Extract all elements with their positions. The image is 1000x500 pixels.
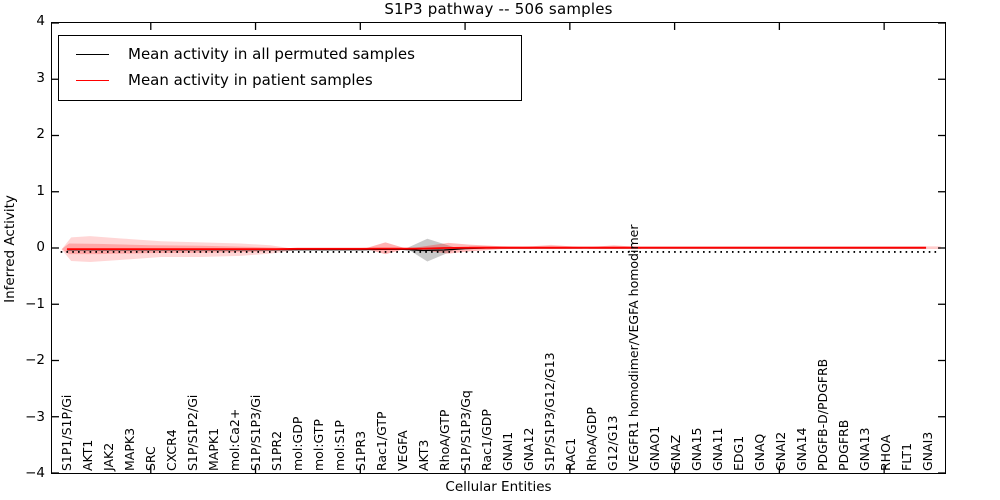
legend: Mean activity in all permuted samples Me… (58, 35, 522, 101)
x-tick-label: AKT1 (79, 439, 95, 471)
y-tick-label: −3 (25, 408, 45, 425)
x-tick-label: S1P1/S1P/Gi (58, 394, 74, 471)
legend-line-red-icon (76, 79, 109, 81)
x-tick-label: GNAZ (667, 434, 683, 471)
x-tick-label: GNAI3 (919, 431, 935, 471)
x-tick-label: S1PR2 (268, 430, 284, 471)
x-tick-label: FLT1 (898, 442, 914, 471)
x-tick-label: VEGFA (394, 430, 410, 471)
x-tick-label: MAPK1 (205, 427, 221, 471)
x-tick-label: RHOA (877, 434, 893, 471)
x-tick-label: Rac1/GTP (373, 411, 389, 471)
x-axis-label: Cellular Entities (445, 479, 552, 495)
x-tick-label: GNAO1 (646, 425, 662, 471)
x-tick-label: S1P/S1P3/Gi (247, 394, 263, 471)
x-tick-label: G12/G13 (604, 415, 620, 471)
x-tick-label: GNAQ (751, 433, 767, 471)
legend-line-black-icon (76, 53, 109, 55)
y-tick-label: 0 (36, 239, 45, 255)
x-tick-label: GNA15 (688, 427, 704, 472)
legend-label-patient: Mean activity in patient samples (128, 71, 373, 89)
legend-item-patient: Mean activity in patient samples (59, 67, 521, 93)
y-tick-label: 2 (36, 126, 45, 142)
x-tick-label: mol:GTP (310, 419, 326, 471)
plot-svg (52, 23, 945, 473)
x-tick-label: JAK2 (100, 442, 116, 471)
x-tick-label: GNA11 (709, 427, 725, 472)
x-tick-label: PDGFB-D/PDGFRB (814, 358, 830, 471)
x-tick-label: S1P/S1P3/G12/G13 (541, 352, 557, 471)
x-tick-label: MAPK3 (121, 427, 137, 471)
x-tick-label: GNA12 (520, 427, 536, 472)
x-tick-label: mol:S1P (331, 420, 347, 471)
x-tick-label: S1P/S1P3/Gq (457, 390, 473, 471)
x-tick-label: EDG1 (730, 435, 746, 471)
chart-title: S1P3 pathway -- 506 samples (384, 0, 613, 18)
y-tick-label: −2 (25, 352, 45, 368)
x-tick-label: S1P/S1P2/Gi (184, 394, 200, 471)
x-tick-label: SRC (142, 446, 158, 471)
legend-label-permuted: Mean activity in all permuted samples (128, 45, 415, 63)
x-tick-label: GNA14 (793, 427, 809, 472)
y-tick-label: −1 (25, 295, 45, 312)
x-tick-label: GNA13 (856, 427, 872, 472)
x-tick-label: AKT3 (415, 439, 431, 471)
x-tick-label: RAC1 (562, 437, 578, 471)
x-tick-label: CXCR4 (163, 429, 179, 471)
y-tick-label: −4 (25, 465, 45, 481)
legend-item-permuted: Mean activity in all permuted samples (59, 41, 521, 67)
x-tick-label: RhoA/GTP (436, 409, 452, 471)
x-tick-label: Rac1/GDP (478, 409, 494, 471)
x-tick-label: GNAI2 (772, 431, 788, 471)
x-tick-label: mol:Ca2+ (226, 408, 242, 471)
x-tick-label: GNAI1 (499, 431, 515, 471)
y-tick-label: 3 (36, 69, 45, 86)
y-tick-label: 1 (36, 182, 45, 199)
x-tick-label: RhoA/GDP (583, 407, 599, 471)
series-line-patient (66, 246, 927, 250)
x-tick-label: VEGFR1 homodimer/VEGFA homodimer (625, 224, 641, 471)
x-tick-label: mol:GDP (289, 416, 305, 471)
y-tick-label: 4 (36, 13, 45, 29)
x-tick-label: S1PR3 (352, 430, 368, 471)
x-tick-label: PDGFRB (835, 419, 851, 471)
